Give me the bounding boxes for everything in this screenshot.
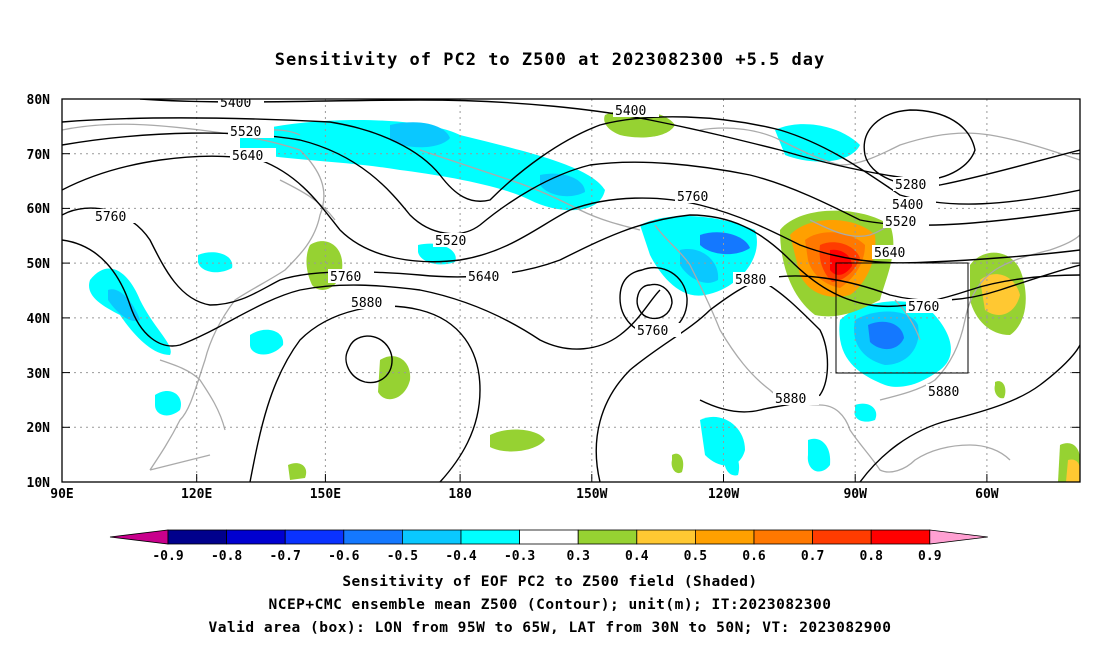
lat-label: 30N bbox=[27, 367, 51, 382]
lat-label: 70N bbox=[27, 148, 51, 163]
colorbar: -0.9 -0.8 -0.7 -0.6 -0.5 -0.4 -0.3 0.3 0.4 0.5 0.6… bbox=[109, 529, 988, 564]
contour-label-text: 5880 bbox=[928, 385, 959, 400]
colorbar-segment bbox=[167, 529, 227, 545]
contour-label-text: 5880 bbox=[775, 392, 806, 407]
colorbar-label: 0.9 bbox=[918, 549, 941, 564]
colorbar-segment bbox=[753, 529, 813, 545]
contour-label: 5640 bbox=[466, 269, 512, 285]
colorbar-label: -0.5 bbox=[387, 549, 418, 564]
contour-label: 5880 bbox=[773, 391, 819, 407]
lon-label: 150W bbox=[576, 487, 607, 502]
shaded-negative bbox=[89, 120, 951, 476]
colorbar-segment bbox=[812, 529, 872, 545]
colorbar-label: 0.7 bbox=[801, 549, 824, 564]
contour-label: 5400 bbox=[218, 96, 264, 111]
contour-label-text: 5640 bbox=[468, 270, 499, 285]
contour-label-text: 5760 bbox=[95, 210, 126, 225]
contour-label-text: 5520 bbox=[885, 215, 916, 230]
contour-label: 5640 bbox=[872, 245, 918, 261]
lat-label: 50N bbox=[27, 257, 51, 272]
colorbar-segment bbox=[343, 529, 403, 545]
contour-label-text: 5760 bbox=[330, 270, 361, 285]
contour-label-text: 5760 bbox=[637, 324, 668, 339]
colorbar-label: 0.4 bbox=[625, 549, 649, 564]
lat-label: 60N bbox=[27, 202, 51, 217]
contour-label-text: 5880 bbox=[735, 273, 766, 288]
plot-area: 5400 5400 5400 5520 5520 5520 5640 5640 … bbox=[62, 96, 1080, 482]
colorbar-label: -0.8 bbox=[211, 549, 242, 564]
contour-label-text: 5640 bbox=[874, 246, 905, 261]
contour-label: 5520 bbox=[883, 214, 929, 230]
contour-label-text: 5760 bbox=[677, 190, 708, 205]
contour-label: 5880 bbox=[733, 272, 779, 288]
caption-line-2: NCEP+CMC ensemble mean Z500 (Contour); u… bbox=[268, 597, 832, 613]
map-title: Sensitivity of PC2 to Z500 at 2023082300… bbox=[274, 50, 826, 70]
longitude-labels: 90E 120E 150E 180 150W 120W 90W 60W bbox=[50, 487, 999, 502]
contour-label-text: 5520 bbox=[435, 234, 466, 249]
valid-area-box bbox=[835, 262, 969, 374]
contour-label: 5880 bbox=[926, 384, 972, 400]
contour-label: 5640 bbox=[230, 148, 276, 164]
caption-line-1: Sensitivity of EOF PC2 to Z500 field (Sh… bbox=[342, 574, 758, 590]
lon-label: 90E bbox=[50, 487, 73, 502]
colorbar-segment bbox=[870, 529, 931, 545]
contour-label-text: 5400 bbox=[615, 104, 646, 119]
colorbar-label: 0.5 bbox=[684, 549, 707, 564]
contour-label: 5760 bbox=[93, 209, 139, 225]
colorbar-low-end bbox=[109, 529, 169, 545]
lon-label: 60W bbox=[975, 487, 999, 502]
contour-label: 5760 bbox=[906, 299, 952, 315]
contour-label: 5880 bbox=[349, 295, 395, 311]
colorbar-high-end bbox=[929, 529, 988, 545]
contour-label-text: 5400 bbox=[892, 198, 923, 213]
contour-label: 5520 bbox=[433, 233, 479, 249]
colorbar-label: -0.7 bbox=[270, 549, 301, 564]
colorbar-label: -0.3 bbox=[504, 549, 535, 564]
colorbar-segment bbox=[226, 529, 286, 545]
lat-label: 20N bbox=[27, 421, 51, 436]
lon-label: 90W bbox=[843, 487, 867, 502]
plot-frame bbox=[61, 98, 1081, 483]
lat-label: 40N bbox=[27, 312, 51, 327]
lon-label: 120W bbox=[708, 487, 739, 502]
colorbar-label: 0.6 bbox=[742, 549, 766, 564]
contour-labels: 5400 5400 5400 5520 5520 5520 5640 5640 … bbox=[93, 96, 972, 407]
contour-label: 5760 bbox=[328, 269, 374, 285]
contour-label: 5520 bbox=[228, 124, 274, 140]
latitude-labels: 80N 70N 60N 50N 40N 30N 20N 10N bbox=[27, 93, 51, 491]
contour-label: 5760 bbox=[675, 189, 721, 205]
colorbar-segment bbox=[695, 529, 755, 545]
colorbar-segment bbox=[460, 529, 520, 545]
contour-label: 5400 bbox=[613, 103, 659, 119]
z500-contours bbox=[62, 99, 1080, 482]
colorbar-segment bbox=[577, 529, 638, 545]
colorbar-label: 0.8 bbox=[859, 549, 883, 564]
colorbar-label: -0.6 bbox=[328, 549, 359, 564]
contour-label-text: 5640 bbox=[232, 149, 263, 164]
colorbar-segment bbox=[284, 529, 345, 545]
colorbar-segment bbox=[519, 529, 579, 545]
contour-label-text: 5400 bbox=[220, 96, 251, 111]
contour-label-text: 5520 bbox=[230, 125, 261, 140]
contour-label: 5760 bbox=[635, 323, 681, 339]
lon-label: 120E bbox=[181, 487, 212, 502]
lat-label: 80N bbox=[27, 93, 51, 108]
colorbar-label: -0.4 bbox=[445, 549, 476, 564]
colorbar-label: -0.9 bbox=[152, 549, 183, 564]
colorbar-segment bbox=[401, 529, 462, 545]
contour-label-text: 5760 bbox=[908, 300, 939, 315]
tick-marks bbox=[62, 98, 1080, 483]
contour-label: 5400 bbox=[890, 197, 936, 213]
lat-label: 10N bbox=[27, 476, 51, 491]
colorbar-label: 0.3 bbox=[566, 549, 589, 564]
contour-label: 5280 bbox=[893, 177, 939, 193]
contour-label-text: 5880 bbox=[351, 296, 382, 311]
contour-label-text: 5280 bbox=[895, 178, 926, 193]
lon-label: 150E bbox=[310, 487, 341, 502]
lon-label: 180 bbox=[448, 487, 472, 502]
caption-line-3: Valid area (box): LON from 95W to 65W, L… bbox=[208, 620, 892, 636]
colorbar-segment bbox=[636, 529, 696, 545]
